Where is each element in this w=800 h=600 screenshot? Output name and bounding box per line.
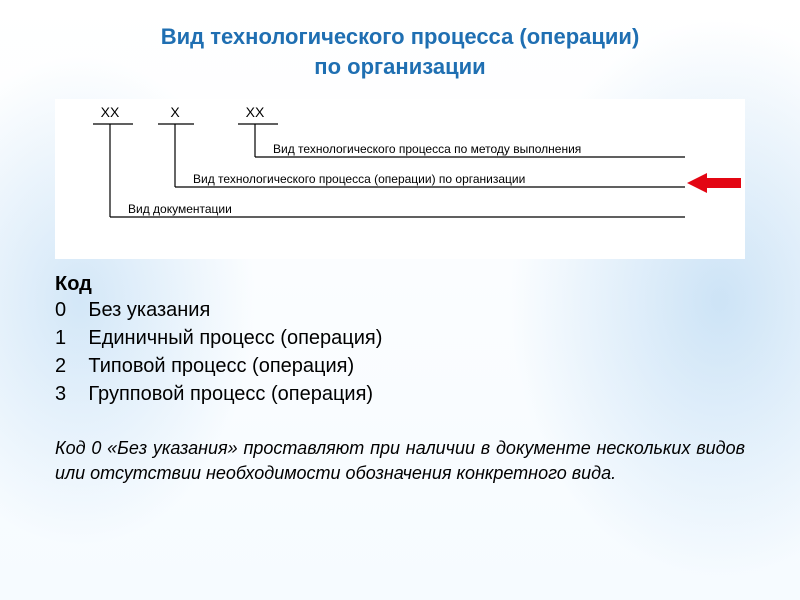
code-heading: Код [55,273,745,296]
svg-text:XX: XX [246,104,265,120]
svg-text:Вид технологического процесса: Вид технологического процесса по методу … [273,142,581,156]
code-list: Код 0 Без указания1 Единичный процесс (о… [55,273,745,408]
svg-text:Вид документации: Вид документации [128,202,232,216]
code-rows-container: 0 Без указания1 Единичный процесс (опера… [55,296,745,408]
svg-text:XX: XX [101,104,120,120]
slide-content: Вид технологического процесса (операции)… [0,0,800,600]
code-row: 0 Без указания [55,296,745,324]
svg-text:X: X [170,104,180,120]
footnote: Код 0 «Без указания» проставляют при нал… [55,436,745,485]
title-line1: Вид технологического процесса (операции) [161,24,640,49]
code-row: 1 Единичный процесс (операция) [55,324,745,352]
svg-text:Вид технологического процесса: Вид технологического процесса (операции)… [193,172,525,186]
code-row: 3 Групповой процесс (операция) [55,380,745,408]
slide-title: Вид технологического процесса (операции)… [55,22,745,81]
title-line2: по организации [314,54,485,79]
code-row: 2 Типовой процесс (операция) [55,352,745,380]
diagram-svg: XXXXXВид технологического процесса по ме… [55,99,745,259]
code-structure-diagram: XXXXXВид технологического процесса по ме… [55,99,745,259]
highlight-arrow-icon [687,171,741,195]
